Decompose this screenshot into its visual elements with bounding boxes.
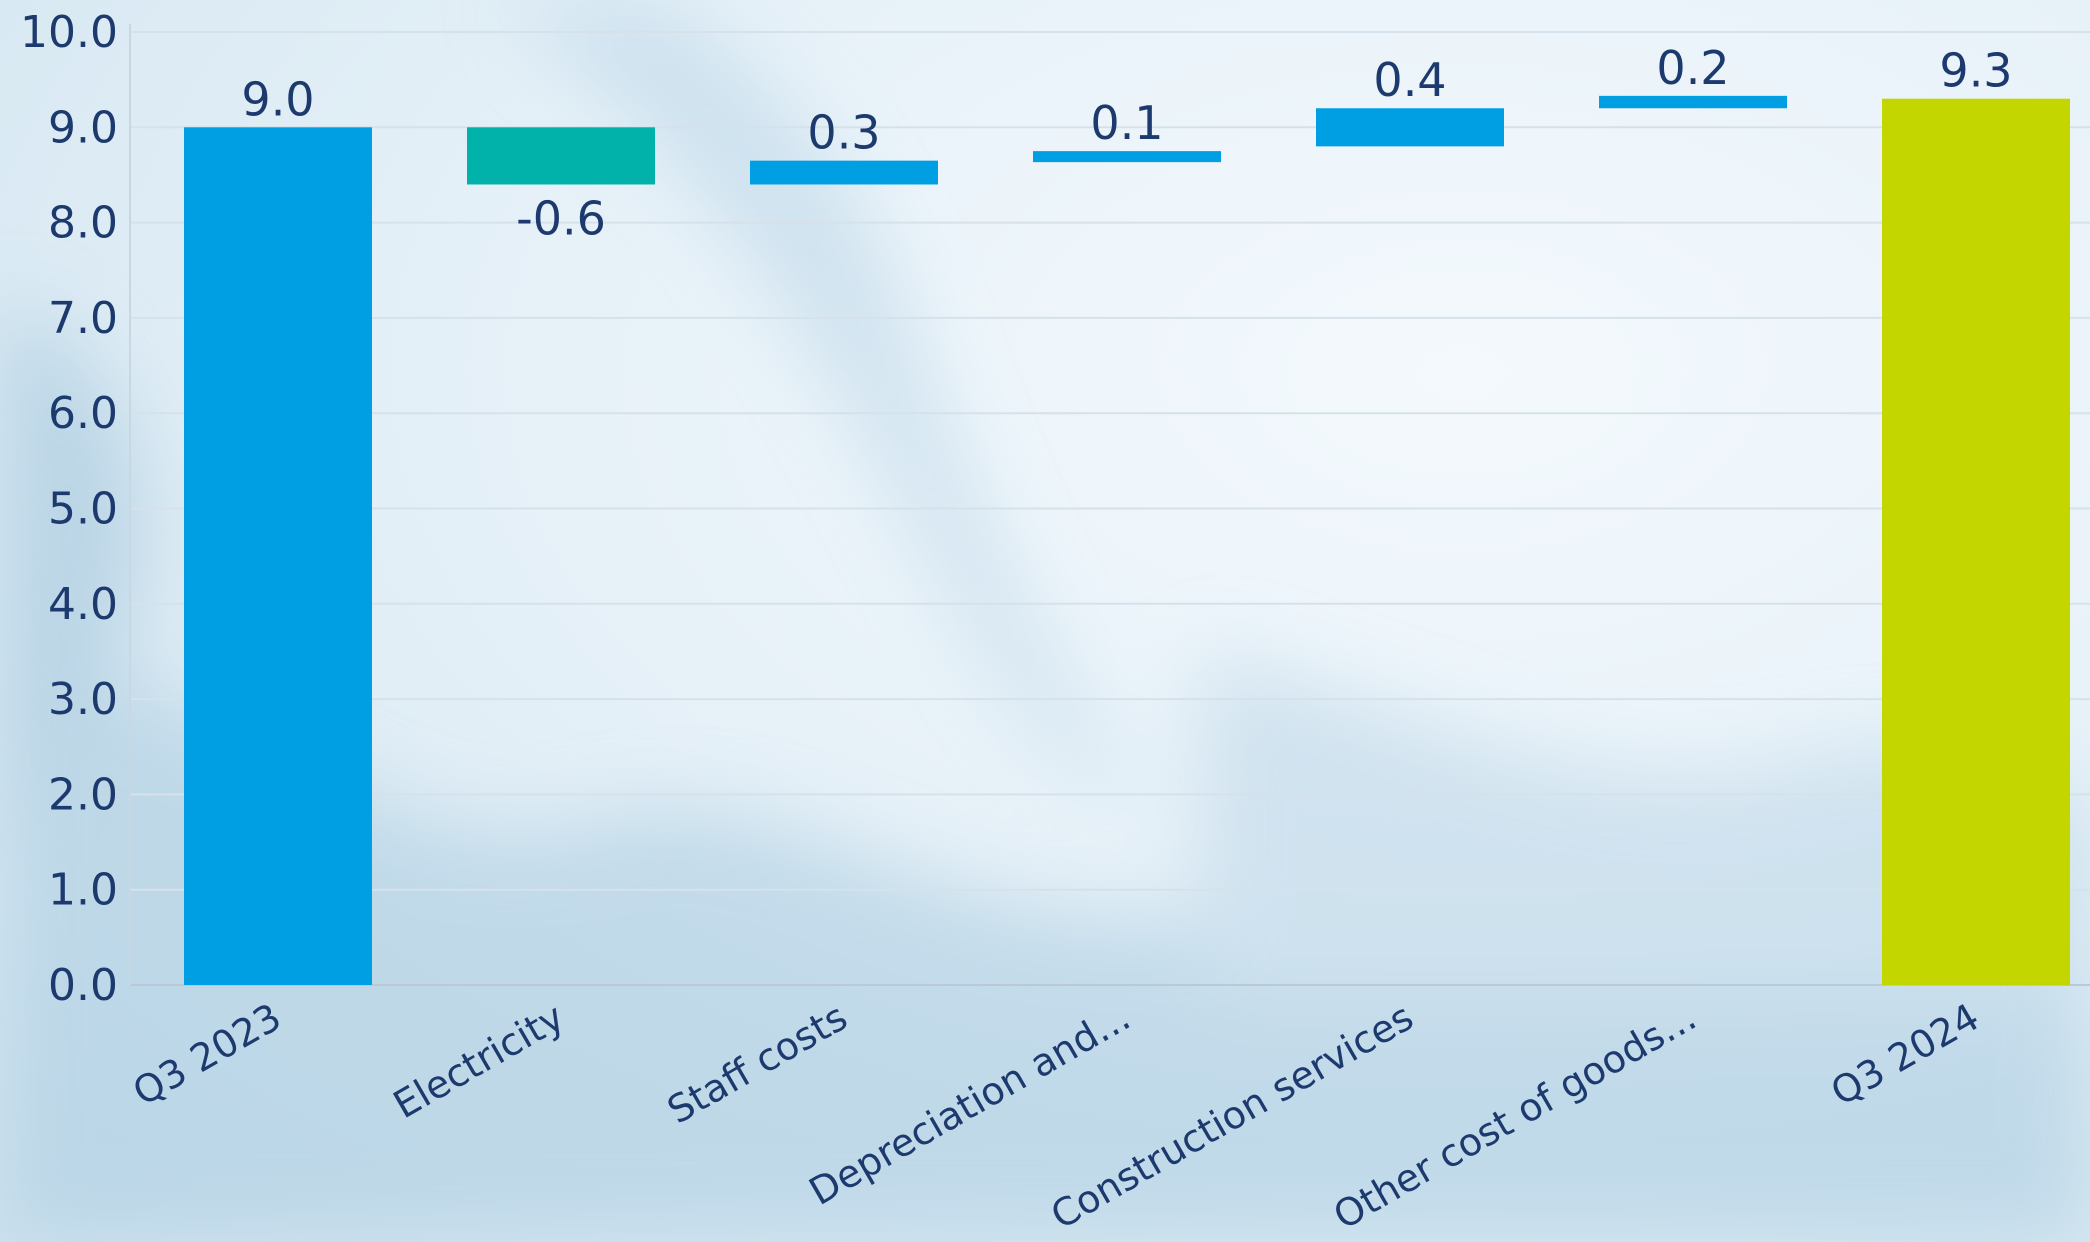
y-tick-label: 6.0 <box>48 388 118 439</box>
bar-q3-2024 <box>1882 98 2070 985</box>
data-label: 0.4 <box>1373 53 1446 107</box>
y-tick-label: 3.0 <box>48 674 118 725</box>
data-label: -0.6 <box>516 191 606 245</box>
data-label: 0.1 <box>1090 96 1163 150</box>
y-tick-label: 7.0 <box>48 293 118 344</box>
x-tick-label: Q3 2023 <box>125 995 288 1115</box>
data-label: 0.3 <box>807 106 880 160</box>
y-tick-label: 1.0 <box>48 865 118 916</box>
bar-electricity <box>467 127 655 185</box>
x-tick-label: Staff costs <box>660 995 855 1133</box>
y-tick-label: 2.0 <box>48 769 118 820</box>
y-tick-label: 10.0 <box>20 7 118 58</box>
y-tick-label: 8.0 <box>48 198 118 249</box>
bar-construction-services <box>1316 108 1504 147</box>
bar-depreciation-and <box>1033 151 1221 163</box>
x-tick-label: Q3 2024 <box>1823 995 1986 1115</box>
data-label: 9.0 <box>241 72 314 126</box>
y-tick-label: 5.0 <box>48 484 118 535</box>
bar-q3-2023 <box>184 127 372 986</box>
data-label: 9.3 <box>1939 44 2012 98</box>
y-tick-label: 0.0 <box>48 960 118 1011</box>
bars <box>184 95 2070 986</box>
data-label: 0.2 <box>1656 41 1729 95</box>
x-axis: Q3 2023 Electricity Staff costsDepreciatio… <box>125 995 1986 1238</box>
y-tick-label: 4.0 <box>48 579 118 630</box>
bar-staff-costs <box>750 160 938 185</box>
y-tick-label: 9.0 <box>48 102 118 153</box>
bar-other-cost-of-goods <box>1599 95 1787 109</box>
x-tick-label: Electricity <box>386 995 571 1127</box>
gridlines <box>130 31 2090 986</box>
data-labels: 9.0 -0.6 0.3 0.1 0.4 0.2 9.3 <box>241 41 2012 246</box>
y-axis: 0.0 1.0 2.0 3.0 4.0 5.0 6.0 7.0 8.0 9.0 10.0 <box>20 7 131 1011</box>
